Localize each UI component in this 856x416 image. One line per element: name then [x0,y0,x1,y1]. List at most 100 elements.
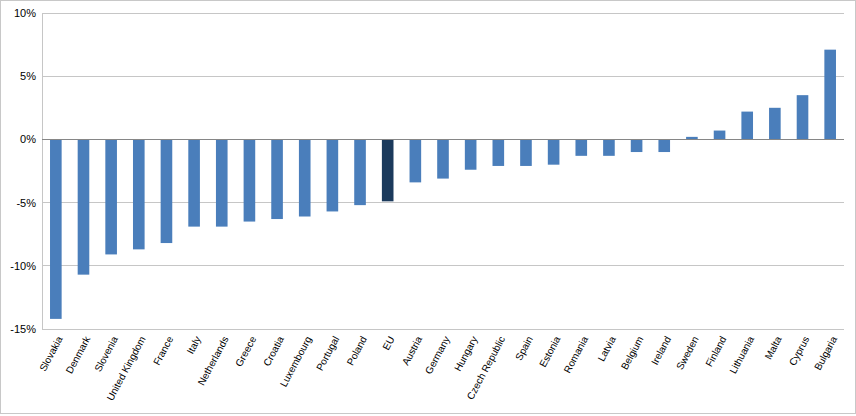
x-tick-label: Bulgaria [812,334,839,372]
x-tick: Ireland [649,329,673,367]
bar [354,139,366,205]
x-tick: Sweden [674,329,701,371]
bar [631,139,643,152]
chart-frame [1,1,856,414]
grid-line [42,76,844,77]
y-axis: -15% -10% -5% 0% 5% 10% [10,7,42,335]
x-tick-label: Lithuania [727,334,756,375]
x-tick-label: Poland [345,334,369,367]
bar [216,139,228,226]
x-tick: Latvia [596,329,618,363]
y-tick-label: -15% [10,323,36,335]
bar [410,139,422,182]
x-tick: Cyprus [787,329,812,368]
x-tick: Poland [345,329,369,367]
x-tick: Austria [400,329,425,367]
x-tick-label: Malta [763,334,784,361]
x-tick: Bulgaria [812,329,839,372]
y-tick-label: 10% [14,7,36,19]
y-tick-label: -5% [16,197,36,209]
x-tick-label: Latvia [596,334,618,363]
bar [188,139,200,226]
y-tick: 10% [14,7,42,19]
bar [327,139,339,211]
x-tick-label: Austria [400,334,425,367]
grid-line [42,13,844,14]
bar [769,108,781,140]
x-tick-label: Czech Republic [465,334,508,401]
y-tick: -10% [10,260,42,272]
plot: -15% -10% -5% 0% 5% 10% SlovakiaDenmarkSloveni… [10,7,844,402]
x-tick: Luxembourg [278,329,314,389]
y-tick-label: -10% [10,260,36,272]
bar [575,139,587,155]
x-tick-label: Cyprus [787,334,812,367]
grid-line [42,139,844,140]
bar [520,139,532,166]
grid [42,13,844,329]
x-tick: Finland [703,329,728,369]
bar [824,50,836,140]
x-tick-label: Estonia [537,334,563,369]
y-axis-line [42,14,43,330]
x-tick: Slovenia [92,329,120,373]
x-tick: Spain [513,329,535,362]
x-tick: Estonia [537,329,563,369]
y-tick: 0% [20,133,42,145]
y-tick: 5% [20,70,42,82]
x-tick: Romania [562,329,591,375]
x-tick: Malta [763,329,784,361]
bar [382,139,394,201]
y-tick-label: 5% [20,70,36,82]
x-tick: Slovakia [37,329,65,373]
category-axis-line [42,139,844,140]
chart: -15% -10% -5% 0% 5% 10% SlovakiaDenmarkSloveni… [0,0,856,416]
bar [658,139,670,152]
bar [741,112,753,140]
bar [714,131,726,140]
x-tick: Germany [423,329,452,376]
bars [50,50,836,319]
y-tick: -5% [16,197,42,209]
x-tick: Netherlands [196,329,231,387]
x-tick-label: Luxembourg [278,334,314,388]
bar [78,139,90,274]
x-tick-label: United Kingdom [105,334,148,402]
x-tick: France [151,329,176,367]
x-tick-label: Belgium [619,334,646,371]
bar [133,139,145,249]
x-tick: Belgium [619,329,646,371]
x-tick-label: Italy [185,334,203,355]
x-tick-label: Croatia [261,334,286,368]
grid-line [42,329,844,330]
x-tick: Denmark [64,329,93,375]
x-tick-label: Netherlands [196,334,231,387]
x-tick: Portugal [314,329,341,372]
x-tick-label: Hungary [452,334,479,373]
bar [603,139,615,155]
x-tick: Lithuania [727,329,756,375]
x-tick-label: Germany [423,334,452,375]
x-tick-label: Sweden [674,334,701,371]
x-tick-label: Romania [562,334,591,375]
x-tick: Czech Republic [465,329,508,401]
bar [299,139,311,216]
bar [797,95,809,139]
bar [244,139,256,221]
x-tick: Croatia [261,329,286,368]
x-tick-label: Spain [513,334,535,362]
x-tick-label: Portugal [314,334,341,372]
bar [271,139,283,219]
x-tick: EU [380,329,396,352]
x-tick-label: EU [380,334,396,351]
bar [493,139,505,166]
x-tick: Greece [233,329,258,369]
x-tick: Italy [185,329,203,356]
x-tick-label: Greece [233,334,258,369]
bar [437,139,449,178]
bar [161,139,173,243]
x-tick: United Kingdom [105,329,148,402]
x-tick-label: Finland [703,334,728,368]
bar [105,139,117,254]
x-tick-label: France [151,334,176,367]
